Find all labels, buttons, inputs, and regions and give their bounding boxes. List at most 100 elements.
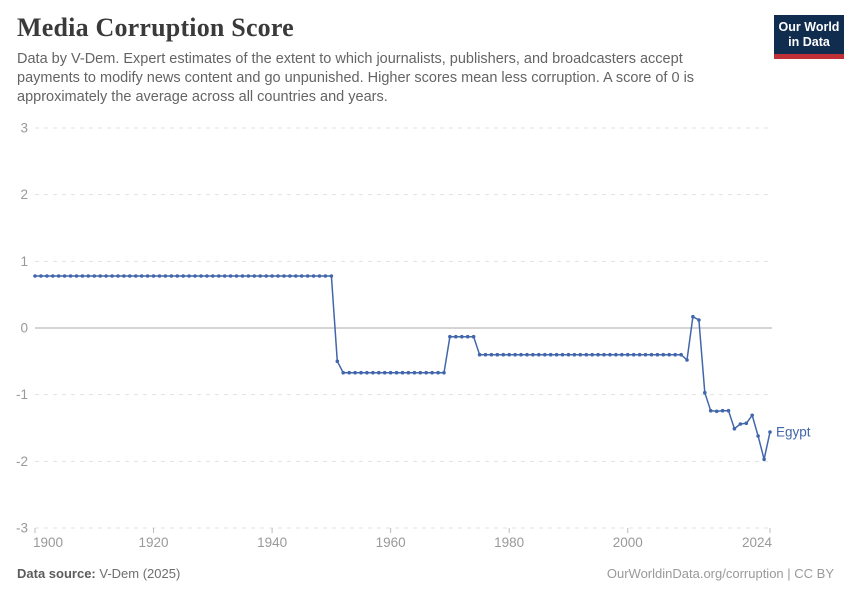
data-point[interactable] (537, 352, 541, 357)
data-point[interactable] (282, 274, 286, 278)
data-point[interactable] (234, 274, 239, 278)
data-point[interactable] (625, 352, 630, 357)
data-point[interactable] (128, 274, 132, 278)
data-point[interactable] (104, 274, 108, 278)
data-point[interactable] (590, 352, 594, 357)
data-point[interactable] (543, 352, 547, 357)
data-point[interactable] (116, 274, 120, 278)
data-point[interactable] (33, 274, 37, 278)
data-point[interactable] (519, 352, 523, 357)
data-point[interactable] (305, 274, 310, 278)
data-point[interactable] (246, 274, 251, 278)
data-point[interactable] (661, 352, 666, 357)
data-point[interactable] (199, 274, 203, 278)
data-point[interactable] (596, 352, 600, 357)
data-point[interactable] (74, 274, 79, 278)
data-point[interactable] (163, 274, 168, 278)
data-point[interactable] (744, 421, 749, 426)
series-line-egypt[interactable] (35, 275, 771, 461)
data-point[interactable] (768, 430, 772, 434)
data-point[interactable] (406, 370, 411, 375)
data-point[interactable] (62, 274, 67, 278)
data-point[interactable] (673, 352, 677, 357)
data-point[interactable] (631, 352, 636, 357)
data-point[interactable] (193, 274, 197, 278)
data-point[interactable] (175, 274, 180, 278)
data-point[interactable] (68, 274, 73, 278)
data-point[interactable] (454, 334, 458, 339)
data-point[interactable] (139, 274, 144, 278)
data-point[interactable] (151, 274, 156, 278)
data-point[interactable] (122, 274, 126, 278)
data-point[interactable] (288, 274, 292, 278)
data-point[interactable] (187, 274, 191, 278)
data-point[interactable] (762, 457, 766, 462)
data-point[interactable] (679, 352, 683, 357)
data-point[interactable] (495, 352, 500, 357)
data-point[interactable] (691, 314, 695, 319)
data-point[interactable] (548, 352, 553, 357)
data-point[interactable] (513, 352, 517, 357)
data-point[interactable] (750, 413, 754, 418)
data-point[interactable] (442, 370, 446, 375)
data-point[interactable] (400, 370, 405, 375)
data-point[interactable] (614, 352, 618, 357)
data-point[interactable] (335, 359, 340, 364)
owid-logo[interactable]: Our World in Data (774, 15, 844, 59)
data-point[interactable] (211, 274, 215, 278)
data-point[interactable] (501, 352, 506, 357)
data-point[interactable] (382, 370, 387, 375)
data-point[interactable] (80, 274, 85, 278)
data-point[interactable] (726, 408, 731, 413)
data-point[interactable] (359, 370, 363, 375)
data-point[interactable] (732, 426, 737, 431)
data-point[interactable] (424, 370, 429, 375)
data-point[interactable] (217, 274, 221, 278)
data-point[interactable] (460, 334, 464, 339)
data-point[interactable] (329, 274, 334, 278)
data-point[interactable] (222, 274, 227, 278)
data-point[interactable] (412, 370, 417, 375)
data-point[interactable] (608, 352, 612, 357)
data-point[interactable] (181, 274, 185, 278)
data-point[interactable] (525, 352, 529, 357)
data-point[interactable] (98, 274, 102, 278)
data-point[interactable] (347, 370, 352, 375)
data-point[interactable] (294, 274, 298, 278)
data-point[interactable] (276, 274, 280, 278)
data-point[interactable] (703, 390, 707, 395)
data-point[interactable] (697, 318, 701, 322)
data-point[interactable] (560, 352, 565, 357)
data-point[interactable] (465, 334, 470, 339)
data-point[interactable] (39, 274, 43, 278)
series-entity-label[interactable]: Egypt (776, 425, 811, 440)
data-point[interactable] (311, 274, 316, 278)
data-point[interactable] (92, 274, 97, 278)
data-point[interactable] (240, 274, 245, 278)
data-point[interactable] (436, 370, 440, 375)
data-point[interactable] (708, 408, 713, 413)
data-point[interactable] (566, 352, 571, 357)
data-point[interactable] (531, 352, 535, 357)
data-point[interactable] (365, 370, 369, 375)
data-point[interactable] (252, 274, 257, 278)
data-point[interactable] (685, 358, 689, 362)
data-point[interactable] (637, 352, 642, 357)
data-point[interactable] (720, 408, 725, 413)
data-point[interactable] (620, 352, 624, 357)
data-point[interactable] (394, 370, 399, 375)
data-point[interactable] (45, 274, 49, 278)
data-point[interactable] (643, 352, 648, 357)
data-point[interactable] (584, 352, 589, 357)
data-point[interactable] (299, 274, 304, 278)
origin-url-link[interactable]: OurWorldinData.org/corruption | CC BY (606, 566, 834, 581)
data-point[interactable] (205, 274, 209, 278)
data-point[interactable] (258, 274, 263, 278)
data-point[interactable] (228, 274, 233, 278)
data-point[interactable] (341, 370, 346, 375)
data-point[interactable] (489, 352, 494, 357)
data-point[interactable] (483, 352, 488, 357)
data-point[interactable] (169, 274, 174, 278)
data-point[interactable] (388, 370, 393, 375)
data-point[interactable] (145, 274, 150, 278)
